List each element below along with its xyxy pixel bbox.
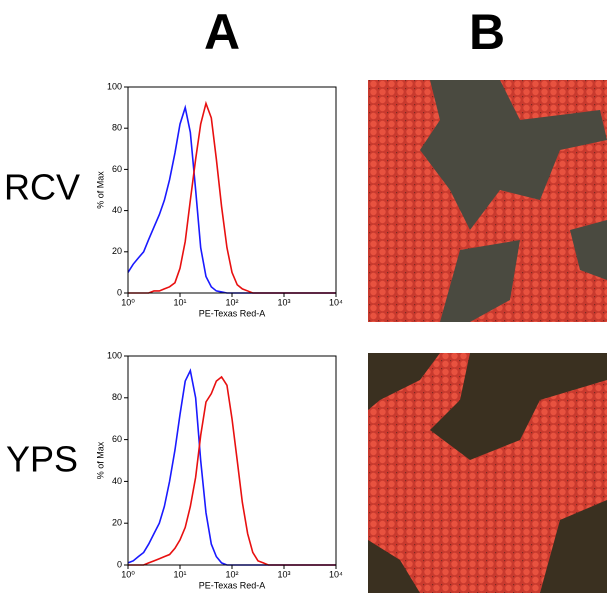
- y-tick-label: 60: [112, 164, 122, 174]
- plot-frame: [127, 86, 337, 294]
- y-tick-label: 20: [112, 518, 122, 528]
- x-axis-label: PE-Texas Red-A: [199, 308, 266, 318]
- panel-label: A: [204, 4, 240, 60]
- x-tick-label: 10⁴: [329, 297, 343, 307]
- row-label: YPS: [6, 439, 78, 480]
- micrograph: [368, 353, 607, 593]
- y-tick-label: 20: [112, 246, 122, 256]
- x-tick-label: 10⁴: [329, 569, 343, 579]
- y-tick-label: 0: [117, 559, 122, 569]
- y-tick-label: 60: [112, 434, 122, 444]
- data-line: [128, 375, 336, 566]
- row-label: RCV: [4, 167, 80, 208]
- x-tick-label: 10¹: [173, 569, 186, 579]
- y-axis-label: % of Max: [95, 441, 105, 479]
- x-tick-label: 10³: [277, 297, 290, 307]
- x-tick-label: 10⁰: [121, 297, 135, 307]
- data-line: [127, 104, 336, 294]
- x-axis-label: PE-Texas Red-A: [199, 580, 266, 590]
- data-line: [127, 368, 336, 566]
- data-line: [128, 100, 336, 294]
- y-tick-label: 40: [112, 205, 122, 215]
- y-tick-label: 80: [112, 123, 122, 133]
- x-tick-label: 10²: [225, 297, 238, 307]
- y-tick-label: 100: [107, 350, 122, 360]
- y-tick-label: 0: [117, 287, 122, 297]
- plot-frame: [127, 355, 337, 566]
- x-tick-label: 10²: [225, 569, 238, 579]
- x-tick-label: 10³: [277, 569, 290, 579]
- x-tick-label: 10¹: [173, 297, 186, 307]
- y-tick-label: 40: [112, 476, 122, 486]
- y-tick-label: 100: [107, 81, 122, 91]
- panel-label: B: [469, 4, 505, 60]
- y-axis-label: % of Max: [95, 171, 105, 209]
- micrograph: [368, 80, 607, 322]
- x-tick-label: 10⁰: [121, 569, 135, 579]
- y-tick-label: 80: [112, 392, 122, 402]
